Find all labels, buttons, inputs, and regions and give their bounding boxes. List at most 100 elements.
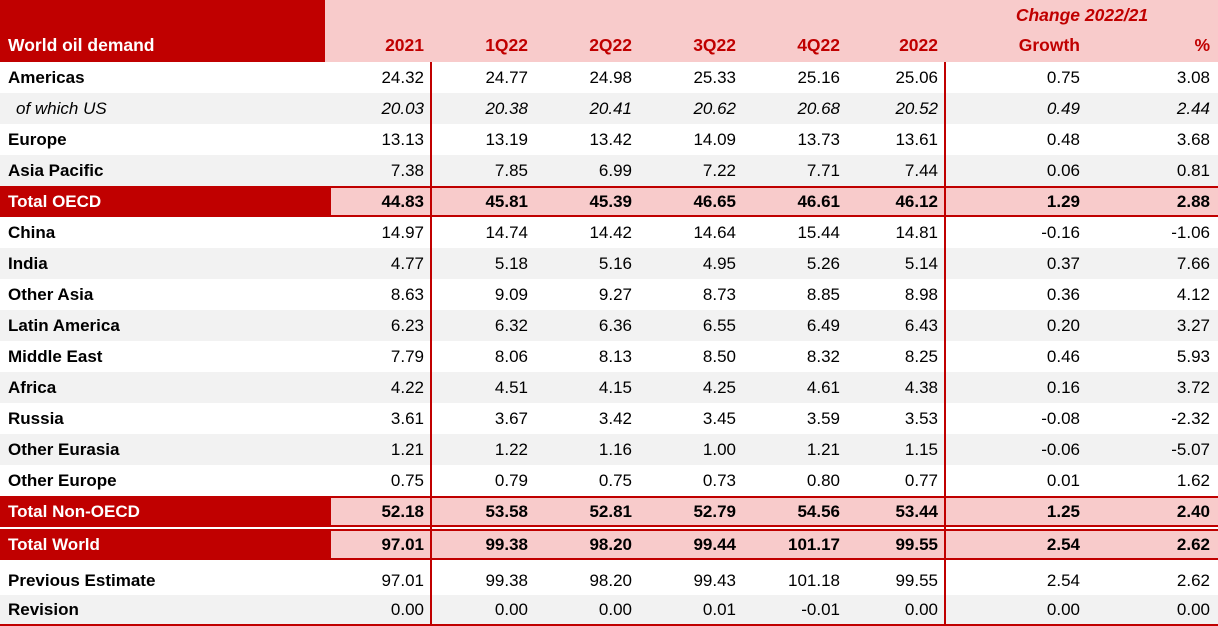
cell-total-non-oecd-4q22: 54.56	[797, 501, 840, 521]
cell-asia-pacific-1q22: 7.85	[494, 160, 528, 180]
cell-china-1q22: 14.74	[485, 222, 528, 242]
column-header-: %	[1194, 35, 1210, 55]
cell-latin-america-: 3.27	[1176, 315, 1210, 335]
cell-middle-east-growth: 0.46	[1046, 346, 1080, 366]
cell-europe-2022: 13.61	[895, 129, 938, 149]
row-label-china: China	[8, 222, 56, 242]
cell-of-which-us-4q22: 20.68	[797, 98, 840, 118]
table-row-middle-east: Middle East 7.79 8.06 8.13 8.50 8.32 8.25 0.46 5…	[0, 341, 1218, 372]
cell-total-oecd-: 2.88	[1176, 191, 1210, 211]
row-label-africa: Africa	[8, 377, 57, 397]
cell-total-non-oecd-2022: 53.44	[895, 501, 938, 521]
cell-revision-growth: 0.00	[1046, 599, 1080, 619]
cell-revision-2q22: 0.00	[598, 599, 632, 619]
cell-americas-2022: 25.06	[895, 67, 938, 87]
row-label-previous-estimate: Previous Estimate	[8, 570, 156, 590]
cell-india-1q22: 5.18	[494, 253, 528, 273]
cell-middle-east-: 5.93	[1176, 346, 1210, 366]
cell-africa-2022: 4.38	[904, 377, 938, 397]
cell-other-eurasia-2021: 1.21	[390, 439, 424, 459]
cell-asia-pacific-2022: 7.44	[904, 160, 938, 180]
cell-previous-estimate-: 2.62	[1176, 570, 1210, 590]
row-label-other-asia: Other Asia	[8, 284, 94, 304]
cell-previous-estimate-2021: 97.01	[381, 570, 424, 590]
column-header-1q22: 1Q22	[485, 35, 528, 55]
column-header-4q22: 4Q22	[797, 35, 840, 55]
table-row-india: India 4.77 5.18 5.16 4.95 5.26 5.14 0.37 7.66	[0, 248, 1218, 279]
row-label-total-oecd: Total OECD	[8, 191, 102, 211]
cell-india-4q22: 5.26	[806, 253, 840, 273]
cell-total-non-oecd-3q22: 52.79	[693, 501, 736, 521]
cell-total-world-2021: 97.01	[381, 534, 424, 554]
cell-africa-3q22: 4.25	[702, 377, 736, 397]
cell-middle-east-2q22: 8.13	[598, 346, 632, 366]
cell-africa-4q22: 4.61	[806, 377, 840, 397]
cell-china-4q22: 15.44	[797, 222, 840, 242]
cell-total-non-oecd-2q22: 52.81	[589, 501, 632, 521]
cell-other-europe-3q22: 0.73	[702, 470, 736, 490]
cell-china-2021: 14.97	[381, 222, 424, 242]
cell-latin-america-3q22: 6.55	[702, 315, 736, 335]
cell-americas-2021: 24.32	[381, 67, 424, 87]
cell-total-non-oecd-2021: 52.18	[381, 501, 424, 521]
row-label-other-europe: Other Europe	[8, 470, 117, 490]
cell-russia-3q22: 3.45	[702, 408, 736, 428]
cell-russia-2q22: 3.42	[598, 408, 632, 428]
cell-total-non-oecd-growth: 1.25	[1046, 501, 1080, 521]
table-row-other-asia: Other Asia 8.63 9.09 9.27 8.73 8.85 8.98 0.36 4.…	[0, 279, 1218, 310]
cell-total-oecd-2022: 46.12	[895, 191, 938, 211]
cell-other-europe-4q22: 0.80	[806, 470, 840, 490]
cell-other-europe-1q22: 0.79	[494, 470, 528, 490]
cell-india-2q22: 5.16	[598, 253, 632, 273]
table-row-africa: Africa 4.22 4.51 4.15 4.25 4.61 4.38 0.16 3.72	[0, 372, 1218, 403]
cell-middle-east-2022: 8.25	[904, 346, 938, 366]
cell-other-asia-growth: 0.36	[1046, 284, 1080, 304]
table-header: World oil demand Change 2022/21 2021 1Q22…	[0, 0, 1218, 62]
cell-previous-estimate-4q22: 101.18	[788, 570, 840, 590]
cell-other-asia-1q22: 9.09	[494, 284, 528, 304]
cell-revision-: 0.00	[1176, 599, 1210, 619]
row-label-asia-pacific: Asia Pacific	[8, 160, 104, 180]
table-row-previous-estimate: Previous Estimate 97.01 99.38 98.20 99.43 101…	[0, 566, 1218, 595]
table-row-revision: Revision 0.00 0.00 0.00 0.01 -0.01 0.00 0.00 0.0…	[0, 595, 1218, 624]
table-row-russia: Russia 3.61 3.67 3.42 3.45 3.59 3.53 -0.08 -2.32	[0, 403, 1218, 434]
cell-previous-estimate-1q22: 99.38	[485, 570, 528, 590]
row-label-latin-america: Latin America	[8, 315, 120, 335]
cell-other-asia-2022: 8.98	[904, 284, 938, 304]
cell-india-growth: 0.37	[1046, 253, 1080, 273]
column-separator-after-2022	[944, 62, 946, 624]
cell-other-eurasia-4q22: 1.21	[806, 439, 840, 459]
cell-india-2022: 5.14	[904, 253, 938, 273]
row-label-russia: Russia	[8, 408, 64, 428]
column-header-2q22: 2Q22	[589, 35, 632, 55]
cell-of-which-us-1q22: 20.38	[485, 98, 528, 118]
cell-of-which-us-growth: 0.49	[1046, 98, 1080, 118]
cell-other-asia-2q22: 9.27	[598, 284, 632, 304]
cell-total-world-: 2.62	[1176, 534, 1210, 554]
table-row-total-world: Total World 97.01 99.38 98.20 99.44 101.17 99.…	[0, 529, 1218, 560]
table-row-of-which-us: of which US 20.03 20.38 20.41 20.62 20.68 20.5…	[0, 93, 1218, 124]
cell-previous-estimate-2022: 99.55	[895, 570, 938, 590]
column-headers: 2021 1Q22 2Q22 3Q22 4Q22 2022 Growth%	[325, 30, 1218, 62]
cell-other-eurasia-2022: 1.15	[904, 439, 938, 459]
cell-of-which-us-: 2.44	[1176, 98, 1210, 118]
cell-europe-2021: 13.13	[381, 129, 424, 149]
cell-europe-growth: 0.48	[1046, 129, 1080, 149]
total-values-strip: 52.18 53.58 52.81 52.79 54.56 53.44 1.25 2.40	[331, 498, 1218, 525]
cell-of-which-us-2022: 20.52	[895, 98, 938, 118]
table-row-total-oecd: Total OECD 44.83 45.81 45.39 46.65 46.61 46.12…	[0, 186, 1218, 217]
column-header-2021: 2021	[385, 35, 424, 55]
cell-russia-2022: 3.53	[904, 408, 938, 428]
cell-india-3q22: 4.95	[702, 253, 736, 273]
column-separator-after-2021	[430, 62, 432, 624]
cell-previous-estimate-3q22: 99.43	[693, 570, 736, 590]
cell-revision-2021: 0.00	[390, 599, 424, 619]
cell-total-oecd-4q22: 46.61	[797, 191, 840, 211]
cell-latin-america-4q22: 6.49	[806, 315, 840, 335]
row-label-middle-east: Middle East	[8, 346, 103, 366]
cell-africa-growth: 0.16	[1046, 377, 1080, 397]
cell-total-world-4q22: 101.17	[788, 534, 840, 554]
cell-americas-1q22: 24.77	[485, 67, 528, 87]
cell-other-europe-growth: 0.01	[1046, 470, 1080, 490]
